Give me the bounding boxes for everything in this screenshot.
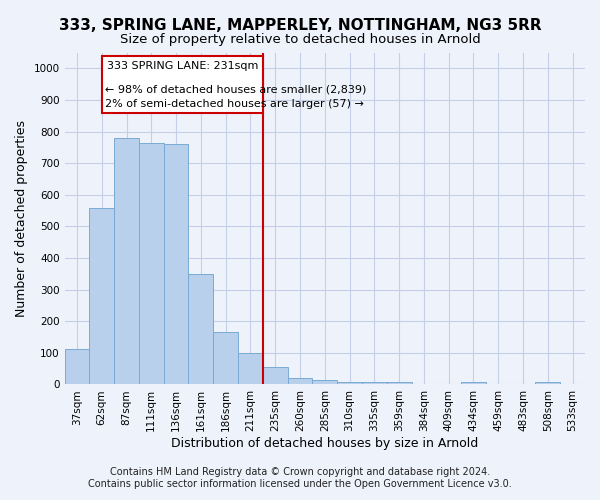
Y-axis label: Number of detached properties: Number of detached properties (15, 120, 28, 317)
Bar (139, 142, 164, 384)
Text: Size of property relative to detached houses in Arnold: Size of property relative to detached ho… (119, 32, 481, 46)
Text: 2% of semi-detached houses are larger (57) →: 2% of semi-detached houses are larger (5… (106, 100, 364, 110)
Bar (164, 144, 188, 384)
Text: 333 SPRING LANE: 231sqm: 333 SPRING LANE: 231sqm (107, 62, 258, 72)
Bar (188, 274, 213, 384)
Bar (213, 332, 238, 384)
Bar (287, 378, 313, 384)
X-axis label: Distribution of detached houses by size in Arnold: Distribution of detached houses by size … (171, 437, 478, 450)
Bar (89, 208, 114, 384)
Bar (65, 349, 89, 384)
Bar (263, 367, 287, 384)
Bar (387, 382, 412, 384)
Bar (238, 353, 263, 384)
Bar (535, 382, 560, 384)
Bar (313, 380, 337, 384)
Bar (337, 382, 362, 384)
Text: 333, SPRING LANE, MAPPERLEY, NOTTINGHAM, NG3 5RR: 333, SPRING LANE, MAPPERLEY, NOTTINGHAM,… (59, 18, 541, 32)
Bar (362, 382, 387, 384)
Text: Contains HM Land Registry data © Crown copyright and database right 2024.
Contai: Contains HM Land Registry data © Crown c… (88, 468, 512, 489)
Bar (461, 382, 486, 384)
Bar (114, 138, 139, 384)
FancyBboxPatch shape (102, 56, 263, 112)
Text: ← 98% of detached houses are smaller (2,839): ← 98% of detached houses are smaller (2,… (106, 84, 367, 94)
